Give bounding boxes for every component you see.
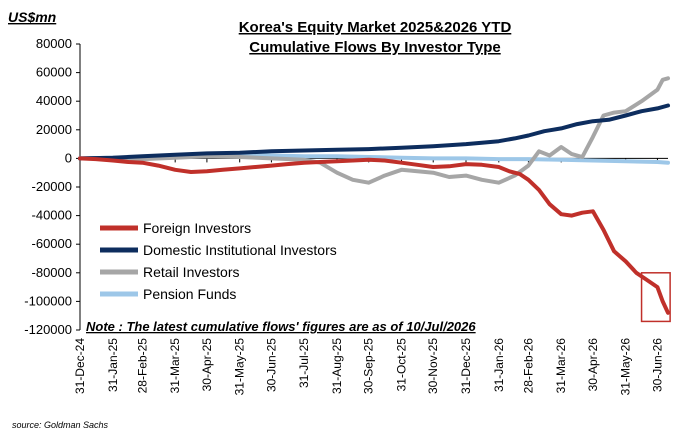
note-text: Note : The latest cumulative flows' figu… xyxy=(86,319,476,334)
y-tick-label: -80000 xyxy=(32,265,72,280)
series-line-retail-investors xyxy=(78,76,670,185)
x-tick-label: 31-Dec-24 xyxy=(73,338,87,394)
source-text: source: Goldman Sachs xyxy=(12,420,109,430)
x-tick-label: 31-May-25 xyxy=(233,338,247,396)
x-tick-label: 31-Mar-25 xyxy=(168,338,182,394)
x-tick-label: 31-May-26 xyxy=(619,338,633,396)
series-line-foreign-investors xyxy=(78,156,670,315)
highlight-box xyxy=(640,272,671,323)
highlight-rect xyxy=(640,272,671,323)
series-group xyxy=(78,76,670,315)
x-tick-label: 31-Jan-25 xyxy=(106,338,120,392)
x-tick-label: 30-Nov-25 xyxy=(426,338,440,394)
y-unit-label: US$mn xyxy=(8,9,56,25)
legend-label: Pension Funds xyxy=(143,286,236,302)
y-tick-label: 60000 xyxy=(36,65,72,80)
y-tick-label: 80000 xyxy=(36,36,72,51)
x-tick-label: 31-Oct-25 xyxy=(394,338,408,392)
x-tick-label: 30-Jun-26 xyxy=(650,338,664,392)
legend-label: Domestic Institutional Investors xyxy=(143,242,337,258)
y-tick-label: 20000 xyxy=(36,122,72,137)
chart-title-line2: Cumulative Flows By Investor Type xyxy=(249,39,500,56)
y-tick-label: -40000 xyxy=(32,208,72,223)
y-tick-label: 40000 xyxy=(36,93,72,108)
x-tick-label: 31-Jan-26 xyxy=(492,338,506,392)
x-tick-label: 31-Dec-25 xyxy=(459,338,473,394)
y-tick-label: -120000 xyxy=(24,322,72,337)
x-tick-label: 31-Aug-25 xyxy=(330,338,344,394)
y-axis: 80000 60000 40000 20000 0 -20000 -40000 -60000 -… xyxy=(24,36,81,337)
x-tick-label: 30-Sep-25 xyxy=(362,338,376,394)
y-tick-label: -60000 xyxy=(32,236,72,251)
x-tick-label: 30-Apr-26 xyxy=(586,338,600,392)
legend-label: Retail Investors xyxy=(143,264,239,280)
y-tick-label: 0 xyxy=(65,150,72,165)
x-tick-label: 31-Mar-26 xyxy=(554,338,568,394)
legend-label: Foreign Investors xyxy=(143,220,251,236)
x-tick-label: 28-Feb-26 xyxy=(521,338,535,394)
x-tick-label: 31-Jul-25 xyxy=(297,338,311,388)
chart-title-line1: Korea's Equity Market 2025&2026 YTD xyxy=(239,19,512,36)
x-tick-label: 30-Apr-25 xyxy=(200,338,214,392)
y-tick-label: -100000 xyxy=(24,293,72,308)
x-tick-label: 30-Jun-25 xyxy=(264,338,278,392)
legend: Foreign Investors Domestic Institutional … xyxy=(100,220,337,302)
y-tick-label: -20000 xyxy=(32,179,72,194)
series-line-domestic-institutional-investors xyxy=(78,103,670,161)
x-tick-label: 28-Feb-25 xyxy=(135,338,149,394)
